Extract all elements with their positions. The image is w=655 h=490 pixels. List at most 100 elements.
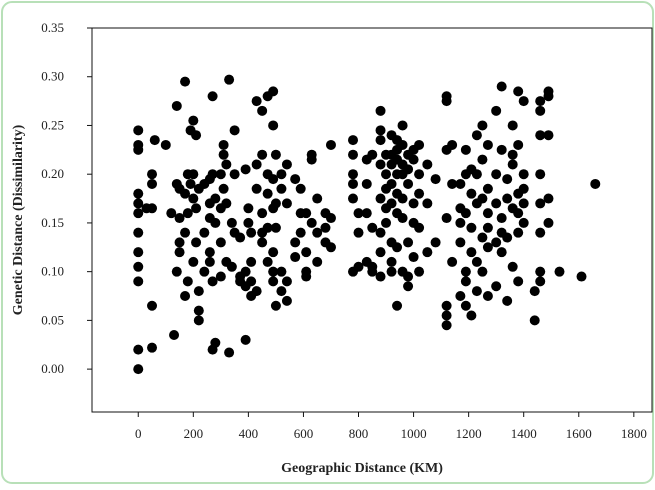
point (471, 286, 482, 297)
point (257, 237, 268, 248)
point (397, 139, 408, 150)
point (482, 242, 493, 253)
point (455, 291, 466, 302)
point (482, 222, 493, 233)
point (193, 315, 204, 326)
point (460, 300, 471, 311)
point (174, 237, 185, 248)
point (320, 222, 331, 233)
point (147, 178, 158, 189)
point (466, 222, 477, 233)
point (353, 227, 364, 238)
point (268, 174, 279, 185)
point (535, 198, 546, 209)
plot-area (91, 27, 653, 413)
point (513, 276, 524, 287)
point (460, 266, 471, 277)
point (133, 198, 144, 209)
point (257, 149, 268, 160)
point (375, 227, 386, 238)
point (348, 193, 359, 204)
point (229, 125, 240, 136)
point (353, 261, 364, 272)
point (180, 76, 191, 87)
point (386, 198, 397, 209)
point (133, 344, 144, 355)
point (518, 96, 529, 107)
x-tick-label: 600 (294, 426, 314, 441)
point (513, 139, 524, 150)
point (513, 208, 524, 219)
point (447, 178, 458, 189)
point (477, 266, 488, 277)
point (169, 330, 180, 341)
point (414, 139, 425, 150)
point (441, 96, 452, 107)
point (455, 178, 466, 189)
point (430, 174, 441, 185)
point (207, 91, 218, 102)
point (133, 208, 144, 219)
point (246, 256, 257, 267)
point (188, 256, 199, 267)
x-tick-label: 200 (184, 426, 204, 441)
point (207, 276, 218, 287)
point (270, 198, 281, 209)
point (182, 276, 193, 287)
point (290, 237, 301, 248)
point (422, 198, 433, 209)
point (325, 213, 336, 224)
point (375, 135, 386, 146)
point (375, 125, 386, 136)
y-tick-label: 0.35 (41, 20, 64, 35)
point (491, 281, 502, 292)
point (529, 315, 540, 326)
point (414, 222, 425, 233)
point (392, 242, 403, 253)
point (276, 266, 287, 277)
point (218, 183, 229, 194)
point (447, 139, 458, 150)
point (301, 208, 312, 219)
x-tick-label: 1800 (621, 426, 647, 441)
point (381, 169, 392, 180)
point (348, 149, 359, 160)
point (460, 144, 471, 155)
point (554, 266, 565, 277)
point (460, 208, 471, 219)
point (246, 227, 257, 238)
point (281, 198, 292, 209)
point (180, 188, 191, 199)
point (367, 149, 378, 160)
point (180, 291, 191, 302)
point (447, 256, 458, 267)
point (147, 300, 158, 311)
point (171, 266, 182, 277)
point (543, 217, 554, 228)
point (477, 120, 488, 131)
point (455, 237, 466, 248)
point (543, 130, 554, 141)
point (535, 169, 546, 180)
point (133, 364, 144, 375)
point (482, 183, 493, 194)
point (204, 247, 215, 258)
point (518, 217, 529, 228)
point (226, 217, 237, 228)
point (422, 247, 433, 258)
point (502, 174, 513, 185)
point (491, 198, 502, 209)
point (270, 300, 281, 311)
point (348, 178, 359, 189)
point (246, 276, 257, 287)
point (535, 266, 546, 277)
point (466, 188, 477, 199)
point (262, 188, 273, 199)
point (221, 159, 232, 170)
point (353, 208, 364, 219)
point (268, 86, 279, 97)
point (477, 193, 488, 204)
point (367, 266, 378, 277)
point (160, 139, 171, 150)
